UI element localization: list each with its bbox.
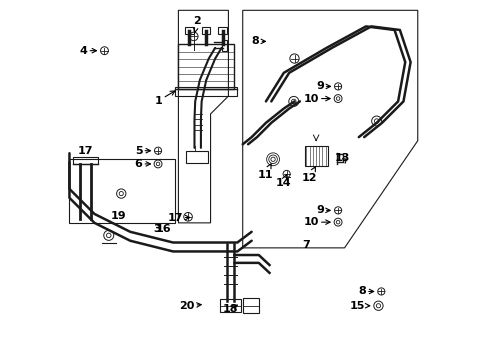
Bar — [218, 27, 226, 33]
Bar — [185, 27, 193, 33]
Text: 10: 10 — [303, 94, 329, 104]
Text: 13: 13 — [334, 153, 349, 163]
Text: 17: 17 — [167, 212, 189, 222]
Text: 11: 11 — [257, 164, 272, 180]
Bar — [220, 298, 241, 312]
Text: 10: 10 — [303, 217, 329, 227]
Bar — [242, 298, 258, 313]
Text: 18: 18 — [223, 303, 238, 314]
Bar — [178, 44, 233, 89]
Text: 9: 9 — [315, 205, 329, 215]
Text: 4: 4 — [79, 46, 96, 56]
Text: 2: 2 — [193, 16, 201, 32]
Bar — [304, 146, 327, 166]
Text: 9: 9 — [315, 81, 330, 91]
Bar — [73, 157, 98, 164]
Text: 14: 14 — [275, 175, 290, 188]
Bar — [175, 87, 237, 96]
Text: 12: 12 — [301, 167, 317, 183]
Text: 5: 5 — [134, 146, 150, 156]
Text: 17: 17 — [78, 146, 93, 156]
Bar — [186, 151, 207, 163]
Text: 8: 8 — [251, 36, 265, 46]
Text: 20: 20 — [179, 301, 201, 311]
Text: 16: 16 — [155, 224, 170, 234]
Text: 6: 6 — [134, 159, 150, 169]
Text: 7: 7 — [302, 240, 309, 250]
Text: 19: 19 — [111, 211, 126, 221]
Text: 3: 3 — [153, 224, 161, 234]
Text: 15: 15 — [349, 301, 369, 311]
Text: 8: 8 — [358, 287, 373, 296]
Bar — [202, 27, 210, 33]
Text: 1: 1 — [154, 91, 175, 106]
